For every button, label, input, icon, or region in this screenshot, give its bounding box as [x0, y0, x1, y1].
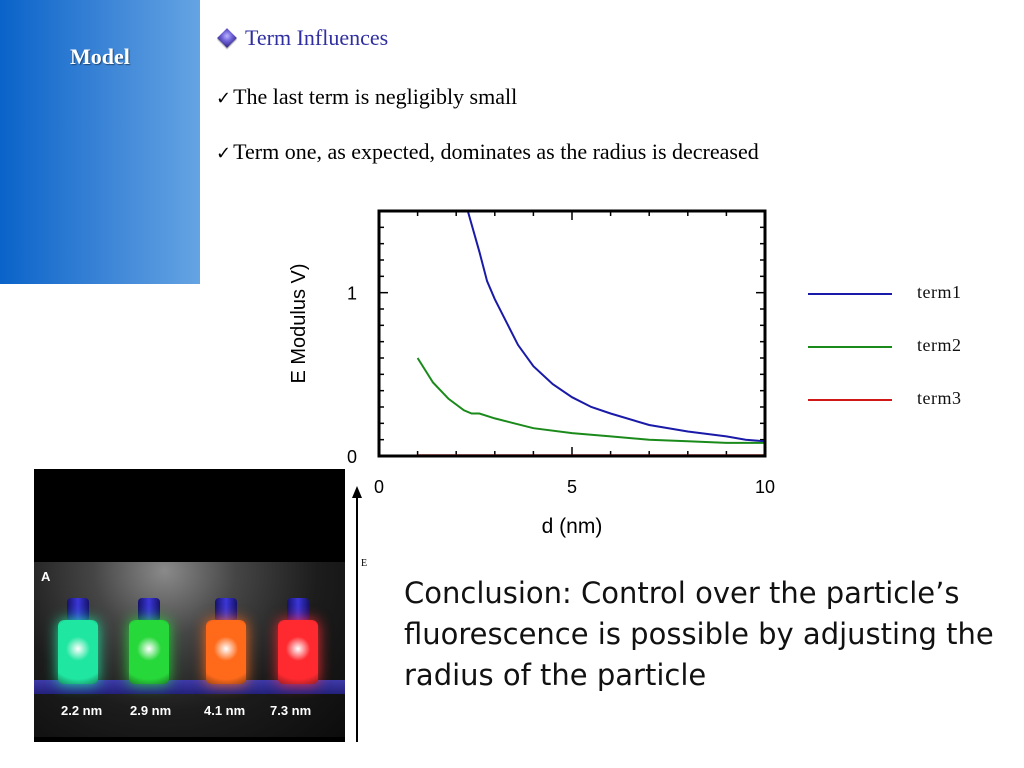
plot-frame [377, 209, 767, 458]
section-title: Model [70, 44, 130, 69]
vial-size-label: 4.1 nm [204, 703, 246, 718]
x-axis-label: d (nm) [542, 515, 603, 538]
panel-letter: A [41, 569, 51, 584]
vial-cap [215, 598, 237, 620]
series-line-term1 [466, 211, 765, 443]
vial [206, 598, 246, 684]
legend-label: term3 [917, 388, 962, 408]
quantum-dot-vials-photo: A 2.2 nm 2.9 nm 4.1 nm 7.3 nm [34, 469, 345, 742]
bullet-item: ✓ Term one, as expected, dominates as th… [216, 139, 759, 165]
check-icon: ✓ [216, 143, 232, 164]
y-axis-label: E Modulus V) [288, 263, 310, 383]
vial-body [206, 620, 246, 684]
vial [129, 598, 169, 684]
legend-swatch [808, 346, 892, 348]
legend-item-term3: term3 [806, 385, 1006, 415]
bullet-text: Term one, as expected, dominates as the … [233, 139, 759, 164]
legend-swatch [808, 293, 892, 295]
conclusion-text: Conclusion: Control over the particle’s … [404, 576, 994, 692]
legend-item-term2: term2 [806, 332, 1006, 362]
slide-heading: Term Influences [216, 24, 388, 52]
vial-body [278, 620, 318, 684]
arrow-head-icon [352, 486, 362, 498]
energy-axis-arrow: E [352, 486, 372, 742]
vial-size-labels: 2.2 nm 2.9 nm 4.1 nm 7.3 nm [34, 703, 345, 723]
legend-label: term2 [917, 335, 962, 355]
y-tick-label: 1 [347, 284, 357, 304]
bullet-text: The last term is negligibly small [233, 84, 518, 109]
series-line-term2 [416, 357, 765, 444]
check-icon: ✓ [216, 88, 232, 109]
vial [278, 598, 318, 684]
vial-size-label: 7.3 nm [270, 703, 312, 718]
legend-item-term1: term1 [806, 279, 1006, 309]
vial-cap [287, 598, 309, 620]
energy-axis-label: E [361, 558, 368, 569]
legend-label: term1 [917, 282, 962, 302]
x-tick-label: 5 [567, 477, 577, 497]
vial-cap [138, 598, 160, 620]
legend-swatch [808, 399, 892, 401]
x-tick-label: 0 [374, 477, 384, 497]
vial-size-label: 2.2 nm [61, 703, 103, 718]
section-sidebar: Model [0, 0, 200, 284]
photo-scene: A 2.2 nm 2.9 nm 4.1 nm 7.3 nm [34, 562, 345, 737]
x-tick-label: 10 [755, 477, 775, 497]
vial-body [58, 620, 98, 684]
y-tick-label: 0 [347, 447, 357, 467]
arrow-shaft [356, 496, 358, 742]
shelf [34, 680, 345, 694]
diamond-bullet-icon [217, 28, 237, 48]
vial-cap [67, 598, 89, 620]
heading-text: Term Influences [245, 25, 389, 50]
vial-body [129, 620, 169, 684]
term-influence-chart: 0 5 10 0 1 d (nm) E Modulus V) [288, 209, 775, 538]
vial [58, 598, 98, 684]
bullet-item: ✓ The last term is negligibly small [216, 84, 517, 110]
vial-size-label: 2.9 nm [130, 703, 172, 718]
